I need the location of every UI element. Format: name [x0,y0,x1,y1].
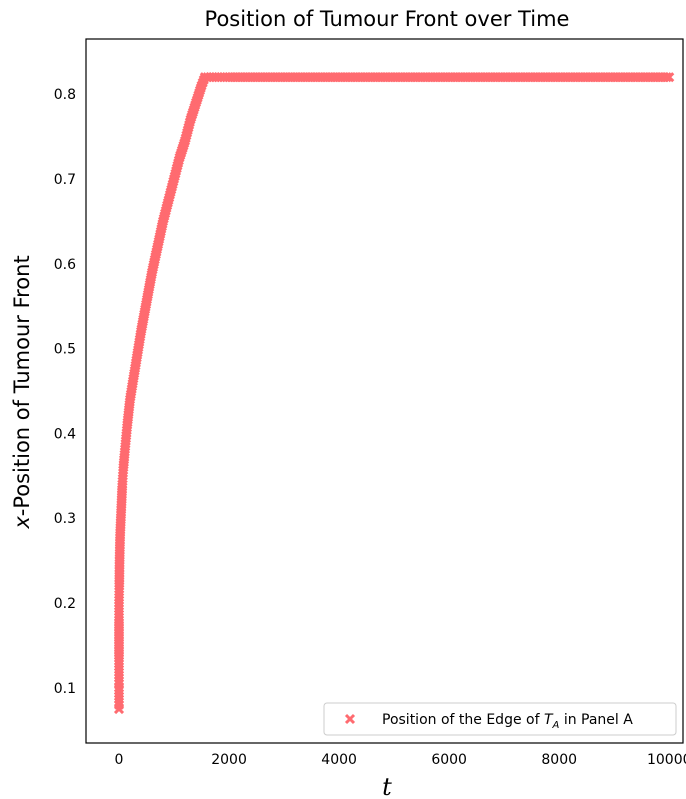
y-tick-label: 0.1 [54,681,76,697]
x-tick-label: 2000 [211,752,247,768]
data-point [604,72,615,83]
legend: Position of the Edge of TA in Panel A [323,702,677,736]
y-tick-label: 0.3 [54,511,76,527]
data-point [114,560,125,571]
y-tick-label: 0.5 [54,342,76,358]
y-tick-label: 0.4 [54,426,76,442]
data-point [113,675,125,686]
y-axis-label-text: -Position of Tumour Front [10,255,34,516]
y-tick-label: 0.7 [54,172,76,188]
x-tick-label: 0 [115,752,124,768]
legend-marker-x [344,713,356,725]
data-point [117,467,129,479]
chart-title: Position of Tumour Front over Time [205,7,570,31]
data-point [329,72,340,83]
x-tick-label: 4000 [321,752,357,768]
x-tick-label: 8000 [541,752,577,768]
y-axis-label-variable: x [10,516,34,530]
data-point [113,688,125,699]
data-point [119,454,130,465]
x-axis-label: t [382,773,392,799]
data-point [218,72,229,83]
data-point [659,72,670,83]
plot-frame [85,38,684,744]
data-point [661,72,672,83]
data-point [124,399,135,410]
data-point [439,72,450,83]
data-point [114,586,125,597]
legend-box [323,702,677,736]
data-point [135,331,146,342]
data-point [113,685,125,696]
data-point [113,645,125,656]
data-point [113,696,125,708]
y-tick-label: 0.2 [54,596,76,612]
x-tick-label: 6000 [431,752,467,768]
data-point [384,72,395,83]
data-point [113,632,125,643]
data-point [117,484,128,495]
data-point [549,72,560,83]
data-point [129,365,140,376]
y-tick-label: 0.6 [54,257,76,273]
y-axis-label: x-Position of Tumour Front [10,255,34,529]
legend-marker [344,713,356,725]
data-point [113,620,125,631]
data-point [113,603,125,614]
legend-label: Position of the Edge of TA in Panel A [382,712,633,731]
data-point [113,658,125,669]
y-tick-label: 0.8 [54,87,76,103]
data-point [113,667,125,678]
y-axis-ticks: 0.1 0.2 0.3 0.4 0.5 0.6 0.7 0.8 [54,87,76,697]
data-point [121,425,132,436]
data-points [113,72,675,715]
data-point [494,72,505,83]
data-point [274,72,285,83]
